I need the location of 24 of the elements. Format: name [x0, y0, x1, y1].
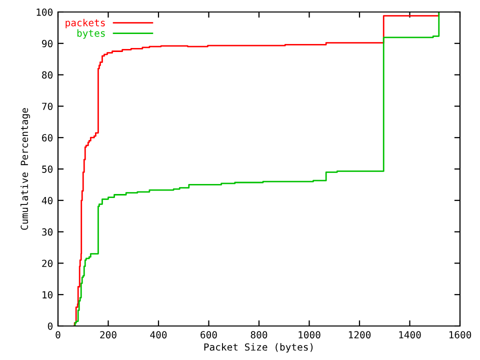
x-tick-label: 0 [56, 331, 60, 338]
y-tick-label: 30 [42, 228, 53, 236]
y-tick-label: 50 [42, 166, 53, 173]
y-tick-label: 10 [42, 291, 53, 298]
x-tick-label: 200 [100, 331, 116, 338]
x-tick-label: 1200 [348, 331, 371, 338]
y-tick-label: 90 [42, 40, 53, 48]
y-tick-label: 60 [42, 134, 53, 142]
y-tick-label: 80 [42, 71, 53, 79]
x-tick-label: 1000 [298, 331, 320, 338]
x-tick-label: 600 [200, 331, 217, 338]
y-tick-label: 70 [42, 102, 53, 110]
x-tick-label: 1400 [399, 331, 421, 338]
y-tick-label: 40 [42, 196, 53, 204]
y-tick-label: 100 [36, 8, 53, 16]
x-tick-label: 400 [150, 331, 167, 338]
y-axis-title: Cumulative Percentage [20, 108, 30, 230]
x-axis-title: Packet Size (bytes) [204, 343, 313, 353]
y-tick-label: 0 [48, 322, 53, 330]
legend-label: bytes [77, 29, 105, 39]
legend-label: packets [66, 18, 105, 28]
y-tick-label: 20 [42, 260, 53, 268]
x-tick-label: 800 [250, 331, 268, 338]
x-tick-label: 1600 [449, 331, 472, 338]
